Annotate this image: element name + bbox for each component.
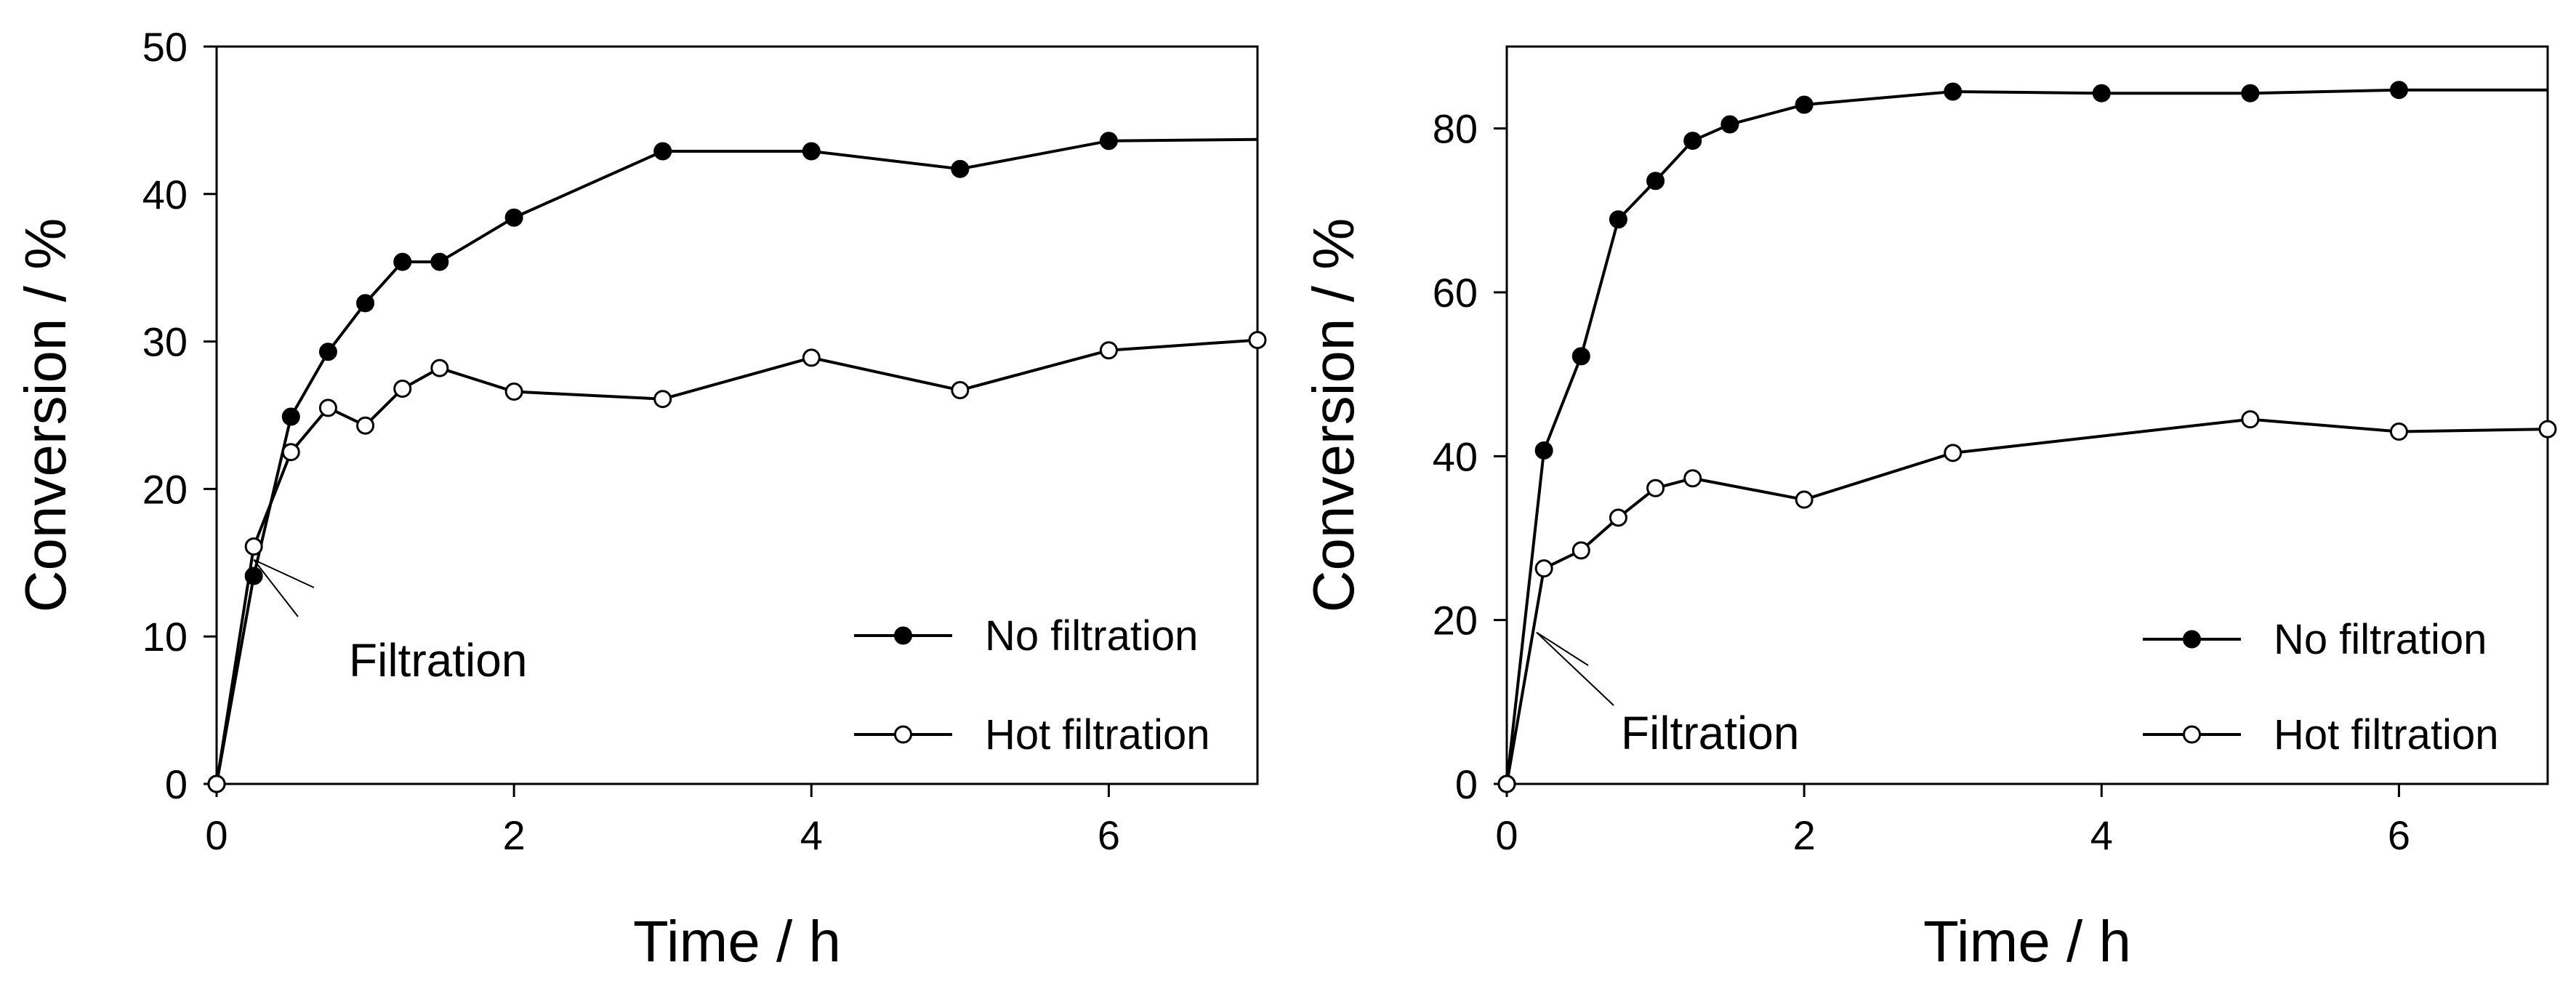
open-data-point bbox=[504, 383, 523, 401]
open-data-point bbox=[951, 381, 970, 400]
filled-data-point bbox=[653, 142, 672, 161]
x-tick-label: 4 bbox=[800, 812, 823, 858]
open-data-point bbox=[1534, 559, 1553, 578]
open-data-point bbox=[1497, 774, 1516, 793]
open-data-point bbox=[356, 416, 375, 435]
legend-open-marker bbox=[2183, 725, 2201, 744]
filled-data-point bbox=[2389, 81, 2408, 100]
open-data-point bbox=[2241, 410, 2260, 429]
y-tick-label: 20 bbox=[1433, 598, 1478, 644]
annotation-arrow bbox=[1536, 631, 1589, 666]
x-axis-title: Time / h bbox=[1923, 909, 2131, 974]
y-tick-label: 40 bbox=[1433, 433, 1478, 479]
y-tick-label: 10 bbox=[142, 614, 188, 660]
y-tick-label: 30 bbox=[142, 319, 188, 365]
x-tick-label: 4 bbox=[2090, 812, 2113, 858]
x-tick-label: 0 bbox=[1495, 812, 1518, 858]
annotation-arrow bbox=[253, 558, 315, 588]
open-data-point bbox=[2389, 423, 2408, 441]
filled-data-point bbox=[2241, 84, 2260, 103]
open-data-point bbox=[1571, 541, 1590, 560]
open-data-point bbox=[1099, 341, 1118, 360]
legend-open-marker bbox=[894, 725, 912, 744]
x-tick-label: 2 bbox=[503, 812, 526, 858]
legend-label-no-filtration: No filtration bbox=[985, 612, 1198, 660]
x-tick-label: 6 bbox=[1098, 812, 1120, 858]
filled-data-point bbox=[1944, 82, 1963, 101]
legend-label-hot-filtration: Hot filtration bbox=[985, 711, 1209, 758]
filled-data-point bbox=[244, 566, 263, 585]
y-tick-label: 60 bbox=[1433, 270, 1478, 316]
legend-filled-marker bbox=[2183, 630, 2201, 649]
filled-data-point bbox=[1534, 441, 1553, 460]
series-line-no-filtration bbox=[1505, 88, 2548, 785]
plot-frame bbox=[215, 45, 1259, 785]
open-data-point bbox=[244, 537, 263, 556]
open-data-point bbox=[318, 399, 337, 417]
filled-data-point bbox=[504, 208, 523, 227]
open-data-point bbox=[1646, 479, 1665, 497]
open-data-point bbox=[430, 359, 449, 377]
filled-data-point bbox=[1795, 95, 1814, 114]
y-tick-label: 80 bbox=[1433, 106, 1478, 152]
x-tick-label: 2 bbox=[1793, 812, 1816, 858]
filled-data-point bbox=[1646, 172, 1665, 191]
y-tick-label: 20 bbox=[142, 466, 188, 512]
series-line-no-filtration bbox=[215, 137, 1258, 785]
annotation-arrow bbox=[1536, 631, 1614, 706]
filled-data-point bbox=[356, 294, 375, 313]
open-data-point bbox=[393, 379, 412, 398]
y-tick-label: 40 bbox=[142, 172, 188, 217]
x-axis-title: Time / h bbox=[633, 909, 841, 974]
open-data-point bbox=[653, 390, 672, 409]
legend-label-hot-filtration: Hot filtration bbox=[2274, 711, 2498, 758]
filled-data-point bbox=[393, 252, 412, 271]
annotation-arrow bbox=[253, 559, 299, 617]
annotation-filtration: Filtration bbox=[1621, 707, 1799, 759]
filled-data-point bbox=[951, 159, 970, 178]
filled-data-point bbox=[802, 142, 821, 161]
filled-data-point bbox=[1720, 115, 1739, 134]
open-data-point bbox=[281, 443, 300, 462]
filled-data-point bbox=[430, 252, 449, 271]
filled-data-point bbox=[318, 343, 337, 361]
filled-data-point bbox=[1099, 132, 1118, 151]
open-data-point bbox=[1683, 469, 1702, 488]
open-data-point bbox=[1795, 490, 1814, 509]
filled-data-point bbox=[2092, 84, 2111, 103]
y-axis-title: Conversion / % bbox=[1301, 218, 1366, 612]
open-data-point bbox=[1609, 508, 1627, 527]
open-data-point bbox=[207, 774, 226, 793]
open-data-point bbox=[2538, 420, 2557, 439]
y-tick-label: 0 bbox=[1455, 761, 1478, 807]
open-data-point bbox=[1248, 331, 1267, 350]
chart-panel-left: 0 2 4 6 0 10 20 30 40 50 Time / h Conversion / % No … bbox=[13, 24, 1267, 974]
legend-filled-marker bbox=[894, 626, 912, 645]
open-data-point bbox=[802, 348, 821, 367]
annotation-filtration: Filtration bbox=[349, 634, 527, 686]
open-data-point bbox=[1944, 444, 1963, 463]
filled-data-point bbox=[1571, 347, 1590, 366]
y-axis-title: Conversion / % bbox=[13, 218, 78, 612]
filled-data-point bbox=[281, 407, 300, 426]
x-tick-label: 6 bbox=[2388, 812, 2410, 858]
y-tick-label: 0 bbox=[165, 761, 188, 807]
legend-label-no-filtration: No filtration bbox=[2274, 616, 2487, 663]
y-tick-label: 50 bbox=[142, 24, 188, 70]
filled-data-point bbox=[1609, 210, 1627, 229]
x-tick-label: 0 bbox=[205, 812, 228, 858]
plot-frame bbox=[1505, 45, 2549, 785]
filled-data-point bbox=[1683, 132, 1702, 151]
